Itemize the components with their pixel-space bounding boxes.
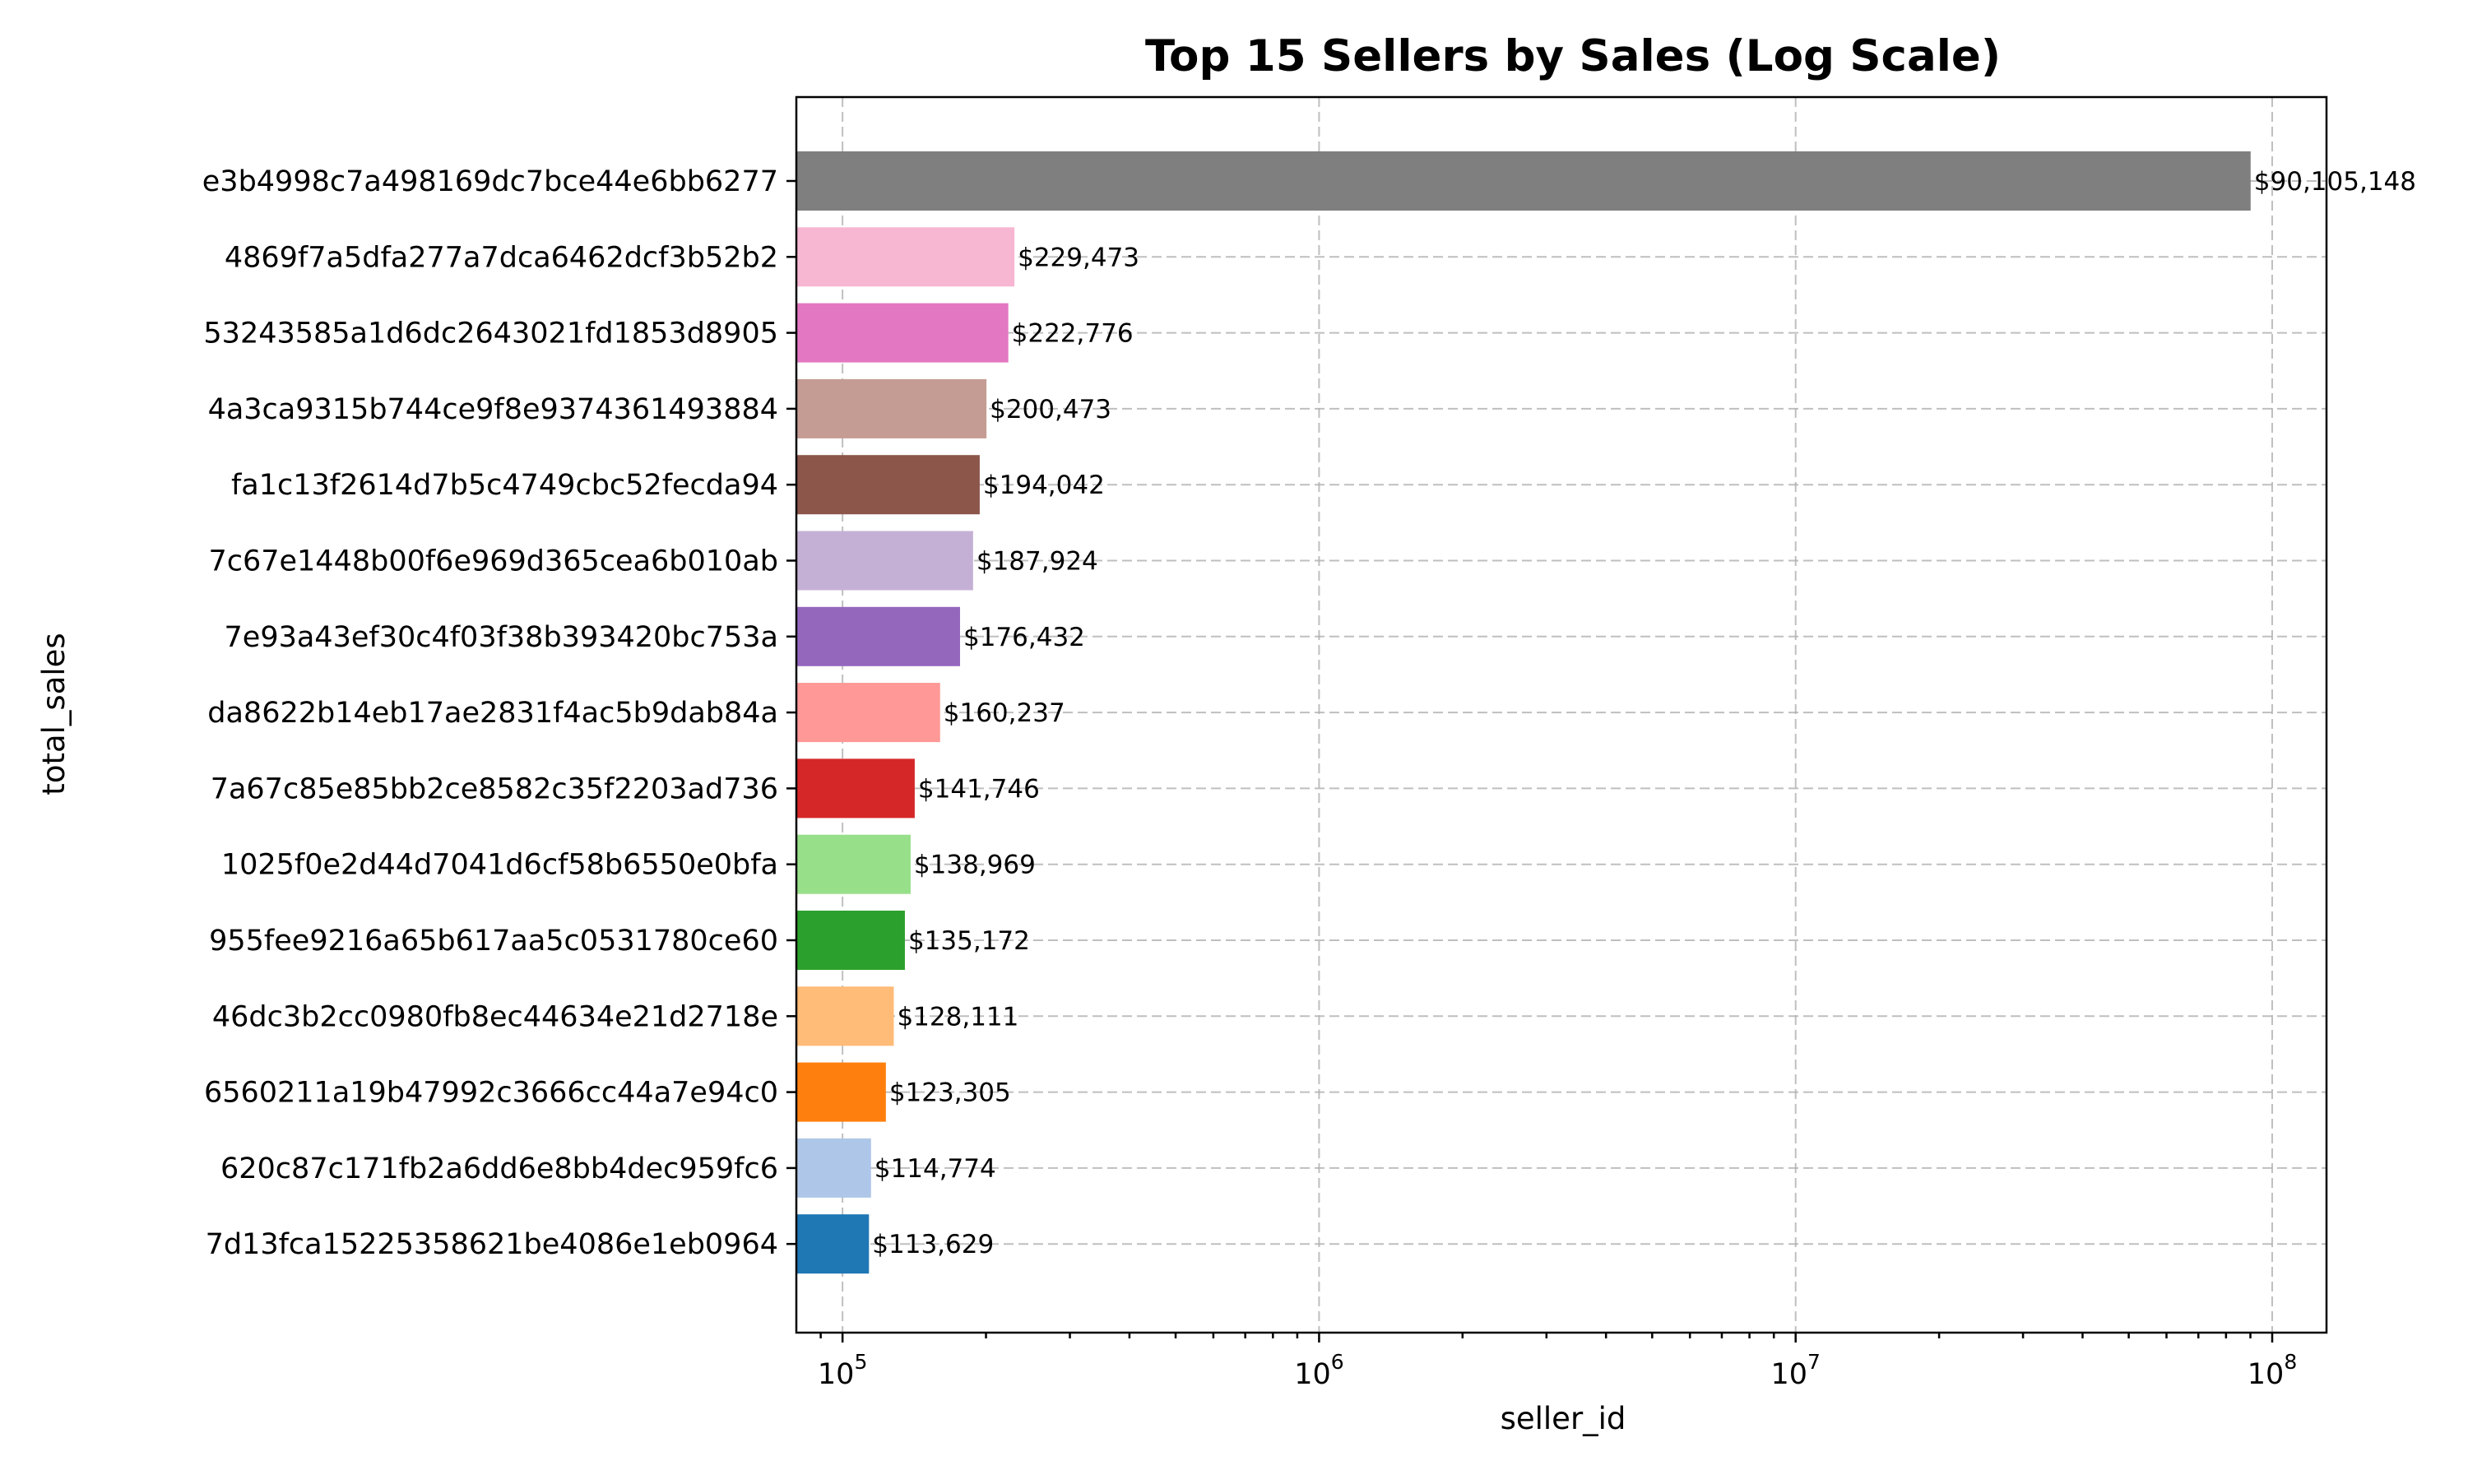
bar-layer — [796, 151, 2251, 1274]
y-tick-label: 620c87c171fb2a6dd6e8bb4dec959fc6 — [220, 1152, 778, 1185]
bar-value-label: $138,969 — [914, 851, 1036, 880]
bar — [796, 378, 987, 438]
data-label-layer: $90,105,148 $229,473 $222,776 $200,473 $194,… — [872, 167, 2416, 1259]
bar-value-label: $200,473 — [990, 395, 1111, 424]
x-tick-exponent: 5 — [854, 1350, 867, 1374]
bar-value-label: $123,305 — [889, 1078, 1011, 1108]
y-tick-label: 53243585a1d6dc2643021fd1853d8905 — [203, 318, 778, 350]
x-tick-base: 10 — [818, 1358, 855, 1391]
y-tick-label: 955fee9216a65b617aa5c0531780ce60 — [209, 925, 778, 958]
bar — [796, 758, 915, 819]
bar-value-label: $160,237 — [944, 698, 1065, 728]
bar-value-label: $176,432 — [963, 623, 1085, 652]
y-tick-label: fa1c13f2614d7b5c4749cbc52fecda94 — [231, 469, 778, 502]
y-tick-label: 46dc3b2cc0980fb8ec44634e21d2718e — [212, 1000, 778, 1033]
grid-layer — [796, 97, 2327, 1333]
x-tick-label: 106 — [1294, 1350, 1343, 1391]
y-axis-label: total_sales — [36, 633, 72, 795]
bar-value-label: $229,473 — [1018, 243, 1139, 272]
bar-value-label: $194,042 — [983, 471, 1105, 500]
bar-value-label: $141,746 — [918, 774, 1040, 804]
chart-title: Top 15 Sellers by Sales (Log Scale) — [1145, 31, 2001, 81]
x-tick-label: 107 — [1770, 1350, 1820, 1391]
tick-layer: 105 106 107 108e3b4998c7a498169dc7bce44e6bb… — [202, 165, 2297, 1391]
bar — [796, 151, 2251, 211]
bar — [796, 1062, 886, 1122]
x-tick-base: 10 — [1770, 1358, 1807, 1391]
x-tick-base: 10 — [2248, 1358, 2285, 1391]
bar — [796, 986, 894, 1046]
x-tick-base: 10 — [1294, 1358, 1331, 1391]
bar-value-label: $135,172 — [908, 926, 1030, 956]
bar — [796, 911, 905, 970]
y-tick-label: 1025f0e2d44d7041d6cf58b6550e0bfa — [221, 849, 778, 882]
y-tick-label: 4a3ca9315b744ce9f8e9374361493884 — [208, 393, 778, 426]
bar-value-label: $114,774 — [874, 1154, 996, 1184]
y-tick-label: e3b4998c7a498169dc7bce44e6bb6277 — [202, 165, 778, 198]
bar-value-label: $187,924 — [977, 547, 1098, 577]
y-tick-label: 7c67e1448b00f6e969d365cea6b010ab — [208, 545, 778, 578]
y-tick-label: da8622b14eb17ae2831f4ac5b9dab84a — [207, 697, 778, 730]
x-tick-exponent: 8 — [2284, 1350, 2297, 1374]
bar-value-label: $222,776 — [1012, 319, 1134, 349]
bar — [796, 606, 960, 666]
bar — [796, 531, 973, 591]
bar — [796, 303, 1009, 363]
bar — [796, 227, 1015, 287]
x-tick-label: 108 — [2248, 1350, 2297, 1391]
x-axis-label: seller_id — [1501, 1401, 1626, 1436]
y-tick-label: 6560211a19b47992c3666cc44a7e94c0 — [204, 1077, 778, 1110]
bar-value-label: $90,105,148 — [2254, 167, 2416, 197]
bar — [796, 1138, 871, 1198]
y-tick-label: 7d13fca15225358621be4086e1eb0964 — [206, 1228, 778, 1261]
bar — [796, 834, 911, 894]
y-tick-label: 7e93a43ef30c4f03f38b393420bc753a — [225, 621, 778, 654]
axes-frame — [795, 95, 2328, 1334]
bar — [796, 683, 940, 743]
bar — [796, 1214, 870, 1274]
bar-value-label: $113,629 — [872, 1230, 994, 1259]
x-tick-exponent: 7 — [1807, 1350, 1821, 1374]
bar-value-label: $128,111 — [897, 1002, 1018, 1032]
bar — [796, 455, 980, 515]
x-tick-label: 105 — [818, 1350, 867, 1391]
x-tick-exponent: 6 — [1331, 1350, 1344, 1374]
y-tick-label: 4869f7a5dfa277a7dca6462dcf3b52b2 — [225, 241, 778, 274]
y-tick-label: 7a67c85e85bb2ce8582c35f2203ad736 — [211, 772, 778, 805]
